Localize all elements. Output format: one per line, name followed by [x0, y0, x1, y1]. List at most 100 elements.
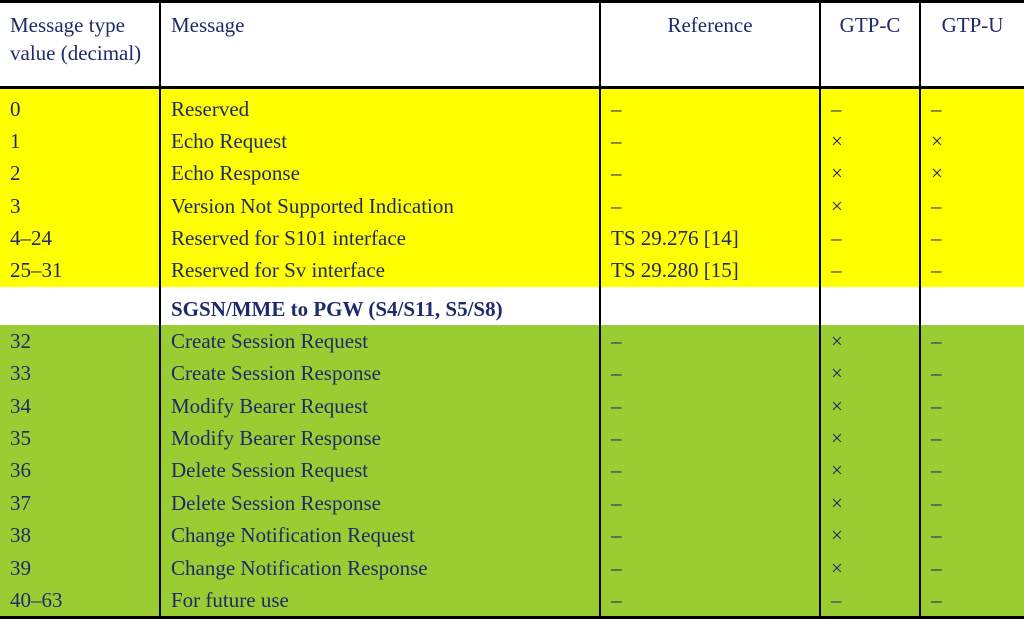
cell-gtp-u: ×	[920, 125, 1024, 157]
cell-gtp-c: ×	[820, 190, 920, 222]
col-header-value: Message type value (decimal)	[0, 2, 160, 88]
table-row: 36Delete Session Request–×–	[0, 454, 1024, 486]
cell-reference: TS 29.280 [15]	[600, 254, 820, 286]
cell-gtp-c: ×	[820, 325, 920, 357]
col-header-gtp-c: GTP-C	[820, 2, 920, 88]
cell-gtp-u: –	[920, 390, 1024, 422]
table-row: 4–24Reserved for S101 interfaceTS 29.276…	[0, 222, 1024, 254]
cell-message: Create Session Response	[160, 357, 600, 389]
cell-gtp-c: ×	[820, 552, 920, 584]
cell-value: 40–63	[0, 584, 160, 618]
cell-value: 2	[0, 157, 160, 189]
cell-message: Change Notification Request	[160, 519, 600, 551]
table-row: 0Reserved–––	[0, 87, 1024, 125]
cell-gtp-u: –	[920, 325, 1024, 357]
cell-reference: –	[600, 87, 820, 125]
cell-gtp-u	[920, 293, 1024, 325]
cell-gtp-c: ×	[820, 125, 920, 157]
cell-reference: –	[600, 552, 820, 584]
cell-reference: –	[600, 157, 820, 189]
cell-reference: –	[600, 422, 820, 454]
cell-message: Reserved for Sv interface	[160, 254, 600, 286]
cell-value	[0, 293, 160, 325]
cell-message: Modify Bearer Response	[160, 422, 600, 454]
cell-gtp-c: –	[820, 584, 920, 618]
cell-gtp-c: ×	[820, 157, 920, 189]
cell-gtp-c: ×	[820, 390, 920, 422]
cell-reference: –	[600, 487, 820, 519]
cell-message: Change Notification Response	[160, 552, 600, 584]
cell-gtp-u: –	[920, 552, 1024, 584]
section-header-label: SGSN/MME to PGW (S4/S11, S5/S8)	[160, 293, 600, 325]
cell-message: Modify Bearer Request	[160, 390, 600, 422]
col-header-reference: Reference	[600, 2, 820, 88]
cell-reference: –	[600, 519, 820, 551]
cell-value: 32	[0, 325, 160, 357]
cell-value: 0	[0, 87, 160, 125]
cell-gtp-u: ×	[920, 157, 1024, 189]
table-row: 32Create Session Request–×–	[0, 325, 1024, 357]
cell-gtp-c: ×	[820, 519, 920, 551]
cell-message: Create Session Request	[160, 325, 600, 357]
cell-value: 3	[0, 190, 160, 222]
cell-gtp-u: –	[920, 222, 1024, 254]
table-header-row: Message type value (decimal) Message Ref…	[0, 2, 1024, 88]
cell-value: 25–31	[0, 254, 160, 286]
cell-gtp-u: –	[920, 87, 1024, 125]
section-header-row: SGSN/MME to PGW (S4/S11, S5/S8)	[0, 293, 1024, 325]
table-row: 33Create Session Response–×–	[0, 357, 1024, 389]
cell-message: Delete Session Response	[160, 487, 600, 519]
table-row: 35Modify Bearer Response–×–	[0, 422, 1024, 454]
cell-reference: –	[600, 357, 820, 389]
cell-gtp-c: ×	[820, 422, 920, 454]
table-row: 37Delete Session Response–×–	[0, 487, 1024, 519]
cell-value: 35	[0, 422, 160, 454]
cell-reference: –	[600, 190, 820, 222]
cell-gtp-c: ×	[820, 454, 920, 486]
cell-value: 39	[0, 552, 160, 584]
cell-reference: –	[600, 390, 820, 422]
cell-reference: TS 29.276 [14]	[600, 222, 820, 254]
cell-value: 34	[0, 390, 160, 422]
table-row: 1Echo Request–××	[0, 125, 1024, 157]
cell-value: 38	[0, 519, 160, 551]
cell-gtp-c: –	[820, 222, 920, 254]
table-body: 0Reserved–––1Echo Request–××2Echo Respon…	[0, 87, 1024, 618]
cell-message: Reserved	[160, 87, 600, 125]
col-header-message: Message	[160, 2, 600, 88]
cell-value: 1	[0, 125, 160, 157]
cell-gtp-c	[820, 293, 920, 325]
cell-gtp-u: –	[920, 584, 1024, 618]
table-row: 40–63For future use–––	[0, 584, 1024, 618]
cell-reference: –	[600, 125, 820, 157]
cell-gtp-c: ×	[820, 487, 920, 519]
table-row: 2Echo Response–××	[0, 157, 1024, 189]
cell-value: 4–24	[0, 222, 160, 254]
cell-gtp-c: ×	[820, 357, 920, 389]
table-row: 34Modify Bearer Request–×–	[0, 390, 1024, 422]
table-row: 39Change Notification Response–×–	[0, 552, 1024, 584]
cell-value: 36	[0, 454, 160, 486]
cell-value: 37	[0, 487, 160, 519]
cell-message: Delete Session Request	[160, 454, 600, 486]
cell-gtp-u: –	[920, 254, 1024, 286]
cell-reference: –	[600, 454, 820, 486]
cell-gtp-u: –	[920, 519, 1024, 551]
gtp-message-type-table: Message type value (decimal) Message Ref…	[0, 0, 1024, 619]
cell-reference	[600, 293, 820, 325]
cell-gtp-u: –	[920, 190, 1024, 222]
table-row: 3Version Not Supported Indication–×–	[0, 190, 1024, 222]
cell-message: For future use	[160, 584, 600, 618]
table-row: 38Change Notification Request–×–	[0, 519, 1024, 551]
col-header-gtp-u: GTP-U	[920, 2, 1024, 88]
table-row: 25–31Reserved for Sv interfaceTS 29.280 …	[0, 254, 1024, 286]
cell-gtp-u: –	[920, 422, 1024, 454]
cell-gtp-c: –	[820, 87, 920, 125]
cell-reference: –	[600, 325, 820, 357]
cell-reference: –	[600, 584, 820, 618]
cell-message: Echo Response	[160, 157, 600, 189]
cell-gtp-u: –	[920, 357, 1024, 389]
cell-gtp-u: –	[920, 487, 1024, 519]
cell-gtp-c: –	[820, 254, 920, 286]
cell-gtp-u: –	[920, 454, 1024, 486]
